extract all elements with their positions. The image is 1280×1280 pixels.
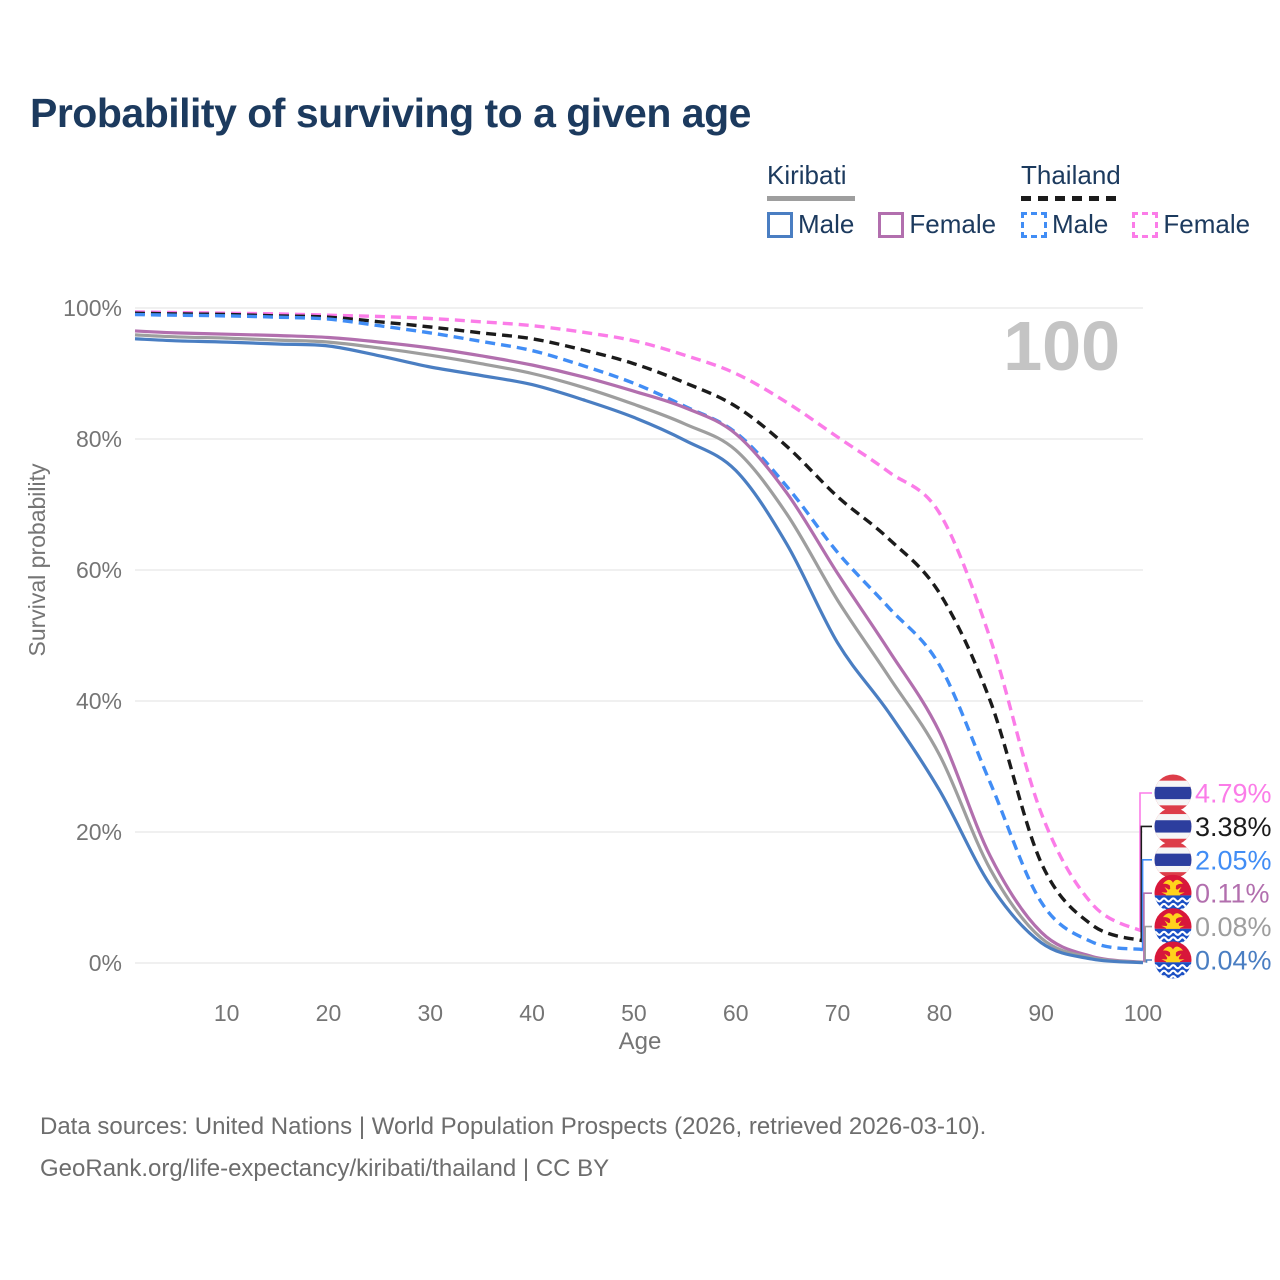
leader-line <box>1141 859 1152 950</box>
x-tick-label: 30 <box>417 1000 443 1026</box>
leader-line <box>1143 892 1152 963</box>
y-tick-label: 40% <box>76 688 122 714</box>
thailand-dashed-line-swatch <box>1021 196 1120 201</box>
end-label-kiribati-both-sexes[interactable]: 0.08% <box>1195 912 1272 942</box>
x-tick-label: 90 <box>1028 1000 1054 1026</box>
x-tick-label: 60 <box>723 1000 749 1026</box>
curve-kiribati-male[interactable] <box>134 337 1144 965</box>
y-tick-label: 60% <box>76 557 122 583</box>
y-tick-label: 80% <box>76 426 122 452</box>
legend-group-thailand: Thailand Male Female <box>1021 160 1250 240</box>
x-tick-label: 50 <box>621 1000 647 1026</box>
kiribati-solid-line-swatch <box>767 196 855 201</box>
end-label-thailand-male[interactable]: 2.05% <box>1195 845 1272 875</box>
end-label-thailand-both-sexes[interactable]: 3.38% <box>1195 812 1272 842</box>
x-tick-label: 10 <box>214 1000 240 1026</box>
leader-line <box>1145 959 1152 963</box>
legend-group-kiribati: Kiribati Male Female <box>767 160 996 240</box>
legend-swatch-thailand-male[interactable] <box>1021 211 1047 238</box>
legend-label-thailand-female[interactable]: Female <box>1163 209 1251 239</box>
curve-kiribati-female[interactable] <box>134 329 1144 964</box>
y-tick-label: 20% <box>76 819 122 845</box>
leader-line <box>1144 925 1152 963</box>
page-title: Probability of surviving to a given age <box>30 90 751 136</box>
x-tick-label: 40 <box>519 1000 545 1026</box>
footer-data-sources: Data sources: United Nations | World Pop… <box>40 1113 987 1140</box>
x-axis-title: Age <box>619 1028 662 1055</box>
legend-items-kiribati: Male Female <box>767 209 996 240</box>
thailand-flag-icon <box>1154 841 1192 879</box>
legend-swatch-thailand-female[interactable] <box>1132 211 1159 238</box>
footer-attribution: GeoRank.org/life-expectancy/kiribati/tha… <box>40 1155 610 1182</box>
leader-line <box>1139 792 1152 932</box>
x-tick-label: 80 <box>927 1000 953 1026</box>
curve-thailand-both-sexes[interactable] <box>134 311 1144 943</box>
end-labels: 4.79%3.38%2.05% 0.11%0.08% 0.04% <box>1139 774 1272 979</box>
age-watermark: 100 <box>1003 307 1120 385</box>
x-tick-label: 100 <box>1124 1000 1162 1026</box>
legend-swatch-kiribati-female[interactable] <box>878 211 905 238</box>
end-label-kiribati-female[interactable]: 0.11% <box>1195 879 1270 909</box>
y-tick-label: 100% <box>63 295 122 321</box>
kiribati-flag-icon <box>1154 874 1192 912</box>
end-label-thailand-female[interactable]: 4.79% <box>1195 779 1272 809</box>
curve-kiribati-both-sexes[interactable] <box>134 333 1144 965</box>
curves <box>134 310 1144 965</box>
thailand-flag-icon <box>1154 807 1192 845</box>
legend-items-thailand: Male Female <box>1021 209 1250 240</box>
legend-label-thailand-male[interactable]: Male <box>1052 209 1109 239</box>
legend-swatch-kiribati-male[interactable] <box>767 211 793 238</box>
legend-country-kiribati[interactable]: Kiribati <box>767 160 847 190</box>
legend-label-kiribati-male[interactable]: Male <box>798 209 855 239</box>
x-tick-label: 20 <box>316 1000 342 1026</box>
kiribati-flag-icon <box>1154 908 1192 946</box>
x-tick-label: 70 <box>825 1000 851 1026</box>
kiribati-flag-icon <box>1154 941 1192 979</box>
footer: Data sources: United Nations | World Pop… <box>40 1106 986 1190</box>
thailand-flag-icon <box>1154 774 1192 812</box>
end-label-kiribati-male[interactable]: 0.04% <box>1195 946 1272 976</box>
legend-label-kiribati-female[interactable]: Female <box>909 209 997 239</box>
leader-line <box>1140 825 1152 941</box>
survival-probability-chart: 0% 20% 40% 60% 80% 100% 100 10 20 30 40 50 60 70 80 90 1… <box>24 295 1272 1055</box>
y-tick-label: 0% <box>89 950 122 976</box>
gridlines <box>135 307 1143 964</box>
y-axis-title: Survival probability <box>24 463 50 657</box>
legend-country-thailand[interactable]: Thailand <box>1021 160 1121 190</box>
curve-thailand-male[interactable] <box>134 312 1144 952</box>
